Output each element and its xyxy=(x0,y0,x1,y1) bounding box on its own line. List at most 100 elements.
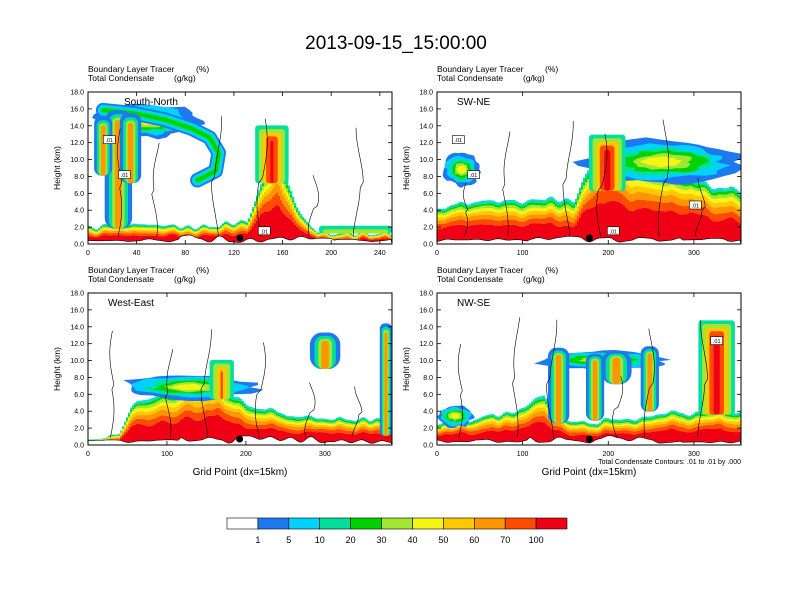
tracer-cell xyxy=(298,216,301,219)
tracer-cell xyxy=(232,226,235,227)
tracer-cell xyxy=(150,231,153,234)
condensate-contour xyxy=(694,177,706,237)
tracer-cell xyxy=(142,226,145,229)
tracer-cell xyxy=(134,405,137,408)
tracer-cell xyxy=(543,205,546,209)
tracer-cell xyxy=(531,404,534,407)
tracer-cell xyxy=(643,199,646,208)
tracer-cell xyxy=(214,232,217,234)
tracer-cell xyxy=(461,219,464,225)
tracer-cell xyxy=(372,422,375,425)
tracer-cell xyxy=(174,232,177,235)
tracer-cell xyxy=(465,225,468,244)
tracer-cell xyxy=(128,423,131,427)
tracer-cell xyxy=(264,413,267,416)
tracer-cell xyxy=(513,219,516,225)
tracer-cell xyxy=(354,422,357,424)
tracer-cell xyxy=(489,414,492,416)
tracer-cell xyxy=(527,215,530,220)
tracer-cell xyxy=(487,201,490,204)
tracer-cell xyxy=(244,417,247,423)
tracer-cell xyxy=(535,205,538,208)
tracer-cell xyxy=(208,415,211,445)
tracer-cell xyxy=(260,207,263,215)
tracer-cell xyxy=(573,227,576,244)
tracer-cell xyxy=(495,225,498,244)
tracer-cell xyxy=(569,429,572,433)
tracer-cell xyxy=(148,224,151,226)
tracer-cell xyxy=(533,214,536,219)
tracer-cell xyxy=(94,233,97,235)
tracer-cell xyxy=(328,429,331,434)
tracer-cell xyxy=(218,229,221,232)
tracer-cell xyxy=(370,236,373,238)
tracer-cell xyxy=(296,211,299,214)
tracer-cell xyxy=(310,227,313,228)
tracer-cell xyxy=(523,416,526,420)
tracer-cell xyxy=(356,238,359,240)
tracer-cell xyxy=(150,425,153,445)
tracer-cell xyxy=(517,216,520,221)
tracer-cell xyxy=(234,411,237,418)
tracer-cell xyxy=(114,438,117,440)
tracer-cell xyxy=(731,186,734,189)
tracer-cell xyxy=(723,198,726,203)
tracer-cell xyxy=(354,237,357,238)
tracer-cell xyxy=(316,419,319,421)
tracer-cell xyxy=(366,425,369,428)
condensate-contour xyxy=(463,182,469,237)
tracer-cell xyxy=(264,182,267,187)
tracer-cell xyxy=(290,429,293,433)
tracer-cell xyxy=(729,205,732,212)
tracer-cell xyxy=(322,418,325,420)
tracer-cell xyxy=(346,427,349,431)
tracer-cell xyxy=(140,418,143,425)
tracer-cell xyxy=(505,422,508,426)
tracer-cell xyxy=(495,216,498,221)
tracer-cell xyxy=(453,205,456,207)
tracer-cell xyxy=(124,229,127,232)
tracer-cell xyxy=(338,234,341,235)
tracer-cell xyxy=(208,233,211,236)
tracer-cell xyxy=(166,230,169,232)
tracer-cell xyxy=(308,416,311,418)
tracer-cell xyxy=(733,218,736,244)
tracer-cell xyxy=(242,220,245,221)
tracer-cell xyxy=(240,404,243,407)
tracer-cell xyxy=(368,426,371,429)
tracer-cell xyxy=(617,191,620,202)
tracer-cell xyxy=(455,213,458,217)
tracer-cell xyxy=(130,225,133,227)
tracer-cell xyxy=(437,212,440,215)
tracer-cell xyxy=(733,197,736,202)
tracer-cell xyxy=(254,201,257,203)
tracer-cell xyxy=(493,206,496,209)
tracer-cell xyxy=(300,422,303,425)
tracer-cell xyxy=(455,428,458,431)
tracer-cell xyxy=(342,424,345,427)
tracer-cell xyxy=(511,414,514,416)
tracer-cell xyxy=(503,203,506,206)
tracer-cell xyxy=(168,422,171,445)
tracer-cell xyxy=(711,202,714,207)
tracer-cell xyxy=(479,214,482,220)
tracer-cell xyxy=(166,235,169,244)
tracer-cell xyxy=(471,220,474,226)
tracer-cell xyxy=(308,226,311,228)
tracer-cell xyxy=(505,219,508,225)
tracer-cell xyxy=(286,421,289,424)
tracer-cell xyxy=(314,230,317,232)
tracer-cell xyxy=(569,432,572,436)
tracer-cell xyxy=(577,221,580,244)
tracer-cell xyxy=(310,415,313,417)
tracer-cell xyxy=(380,235,383,237)
tracer-cell xyxy=(158,397,161,401)
tracer-cell xyxy=(312,231,315,233)
tracer-cell xyxy=(519,226,522,244)
condensate-contour xyxy=(351,386,363,438)
tracer-cell xyxy=(288,211,291,219)
tracer-cell xyxy=(252,414,255,417)
tracer-cell xyxy=(254,211,257,215)
tracer-cell xyxy=(234,408,237,412)
tracer-cell xyxy=(541,401,544,405)
